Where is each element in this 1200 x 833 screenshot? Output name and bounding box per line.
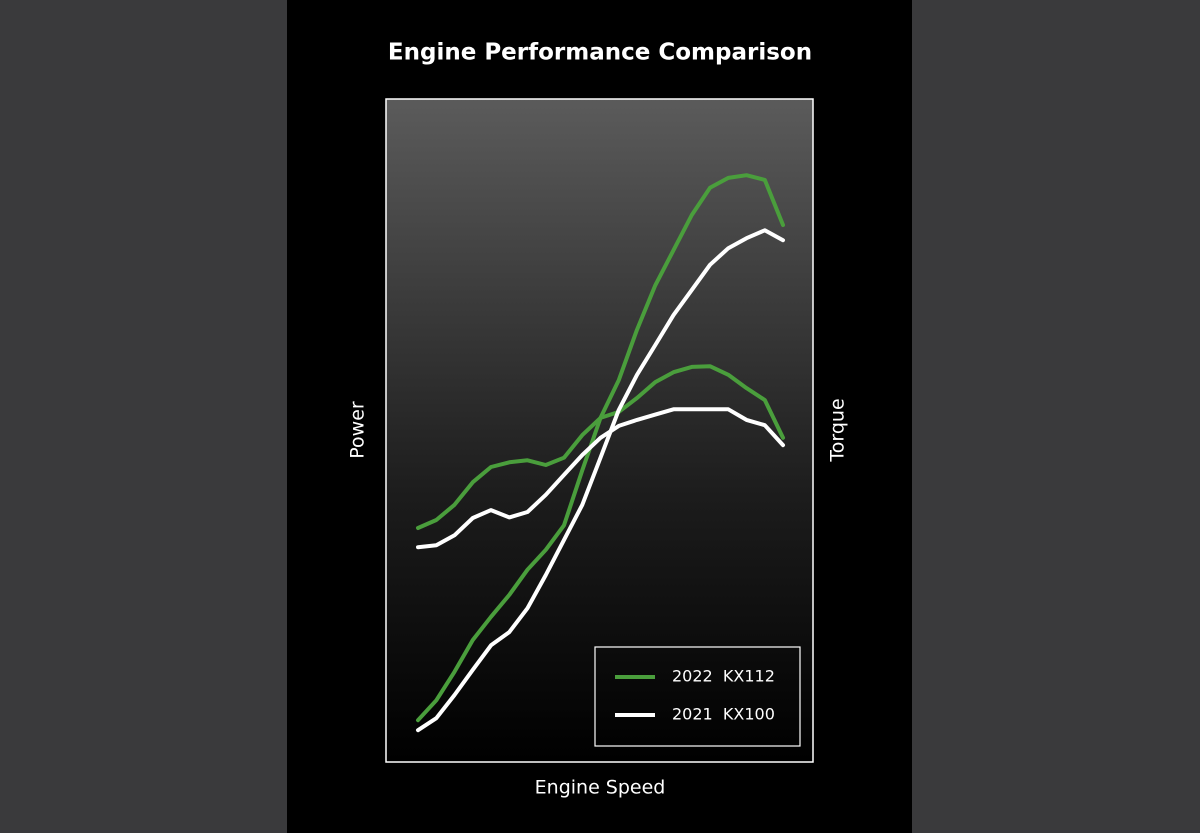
x-axis-label: Engine Speed [535,777,666,799]
torque-line [416,407,785,550]
legend-box [594,646,801,747]
y-axis-label: Power [347,401,369,459]
plot-area [385,98,814,763]
torque-line [416,364,785,530]
power-line [416,228,785,733]
legend-label: 2021 KX100 [672,705,775,724]
chart-title: Engine Performance Comparison [388,40,812,66]
lines [416,173,785,733]
legend-label: 2022 KX112 [672,667,775,686]
y2-axis-label: Torque [827,398,849,462]
legend: 2022 KX112 2021 KX100 [615,667,775,724]
